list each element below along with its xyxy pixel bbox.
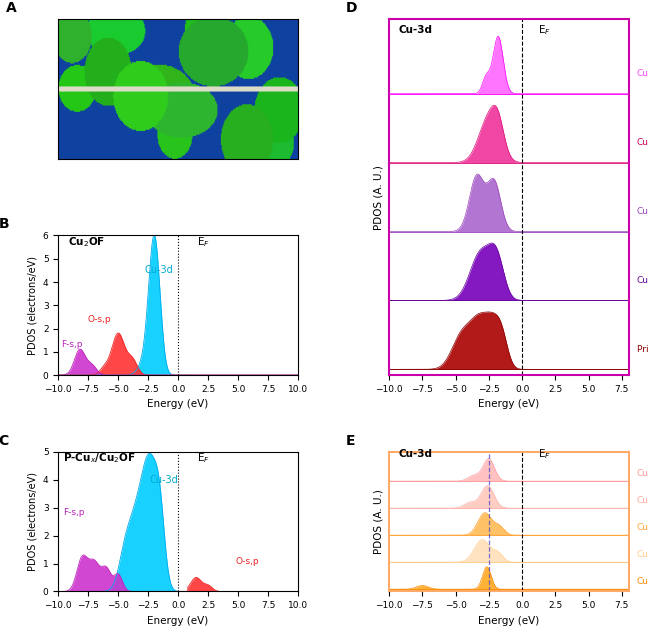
Text: E$_F$: E$_F$ <box>197 452 210 466</box>
X-axis label: Energy (eV): Energy (eV) <box>478 616 539 626</box>
Y-axis label: PDOS (A. U.): PDOS (A. U.) <box>373 165 384 230</box>
X-axis label: Energy (eV): Energy (eV) <box>478 399 539 410</box>
Text: E$_F$: E$_F$ <box>537 24 550 37</box>
Text: Cu-3d: Cu-3d <box>150 474 178 485</box>
Text: A: A <box>6 1 16 15</box>
Text: Cu$_2$OF: Cu$_2$OF <box>68 235 105 249</box>
X-axis label: Energy (eV): Energy (eV) <box>148 399 209 410</box>
Text: Cu₂OF: Cu₂OF <box>636 577 648 586</box>
Text: Cu-IF: Cu-IF <box>636 469 648 478</box>
Text: F-s,p: F-s,p <box>61 340 82 349</box>
Text: Cu-Middle: Cu-Middle <box>636 207 648 216</box>
Text: D: D <box>346 1 357 15</box>
Text: C: C <box>0 434 8 448</box>
Text: E$_F$: E$_F$ <box>537 448 550 461</box>
Text: Cu-Bulk: Cu-Bulk <box>636 276 648 285</box>
Text: Pristine Cu: Pristine Cu <box>636 345 648 354</box>
Text: P-Cu$_x$/Cu$_2$OF: P-Cu$_x$/Cu$_2$OF <box>63 452 135 466</box>
Text: E: E <box>346 434 355 448</box>
Text: B: B <box>0 218 9 232</box>
Text: F-s,p: F-s,p <box>63 508 85 516</box>
Y-axis label: PDOS (electrons/eV): PDOS (electrons/eV) <box>27 256 38 355</box>
Text: Cu-3d: Cu-3d <box>399 25 433 36</box>
Text: O-s,p: O-s,p <box>87 315 111 324</box>
X-axis label: Energy (eV): Energy (eV) <box>148 616 209 626</box>
Text: Cu-Middle: Cu-Middle <box>636 523 648 532</box>
Text: Cu-Bulk: Cu-Bulk <box>636 550 648 559</box>
Text: Cu-IF: Cu-IF <box>636 69 648 78</box>
Text: Cu-Surface: Cu-Surface <box>636 138 648 147</box>
Text: Cu-3d: Cu-3d <box>399 450 433 459</box>
Text: Cu-Surface: Cu-Surface <box>636 496 648 505</box>
Y-axis label: PDOS (electrons/eV): PDOS (electrons/eV) <box>27 472 38 571</box>
Text: O-s,p: O-s,p <box>236 556 259 565</box>
Text: E$_F$: E$_F$ <box>197 235 210 249</box>
Y-axis label: PDOS (A. U.): PDOS (A. U.) <box>373 489 384 554</box>
Text: Cu-3d: Cu-3d <box>145 265 173 275</box>
